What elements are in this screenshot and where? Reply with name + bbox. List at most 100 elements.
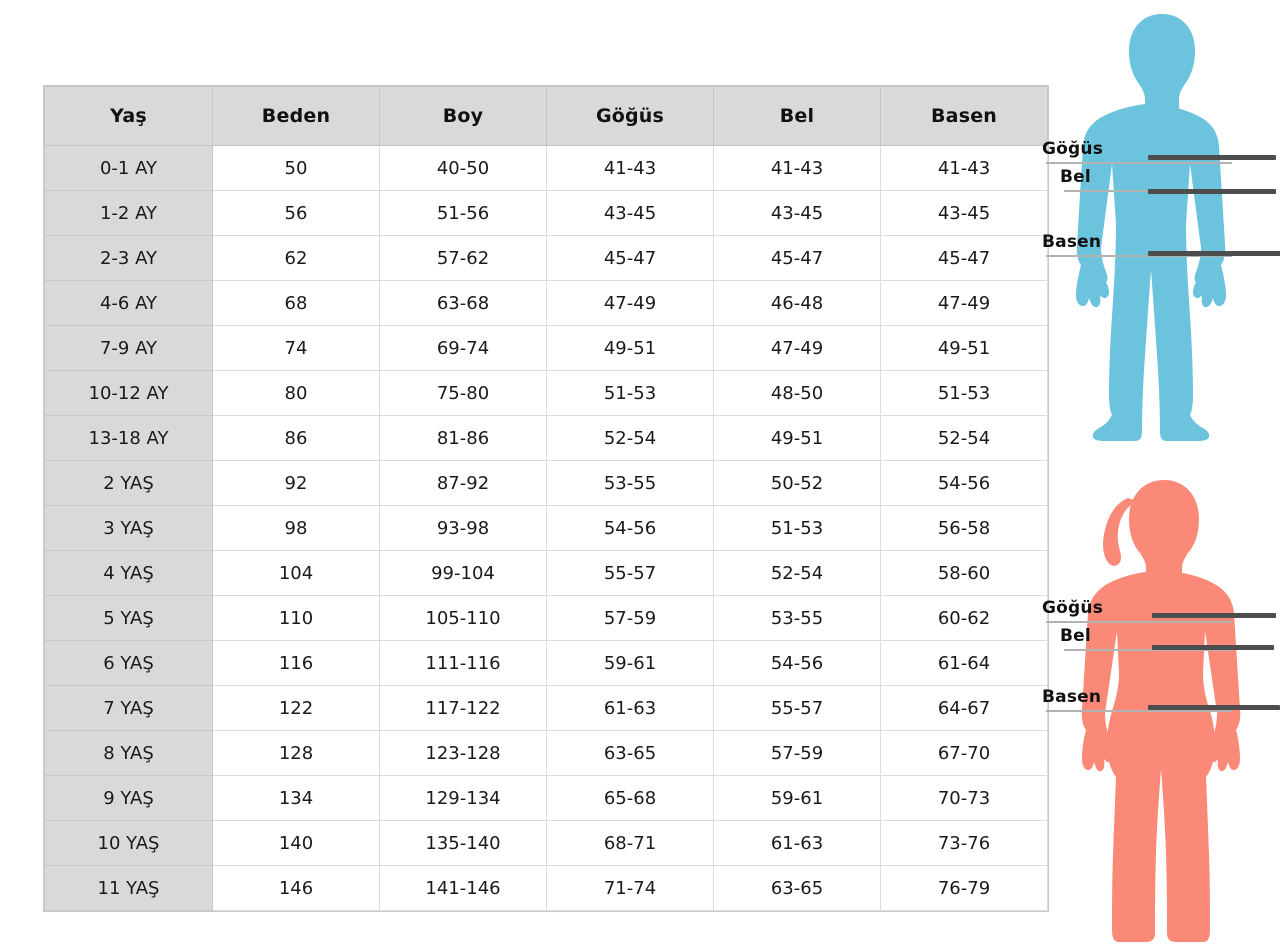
cell-boy: 40-50 — [379, 145, 547, 191]
cell-basen: 51-53 — [880, 370, 1048, 416]
table-row: 0-1 AY 50 40-50 41-43 41-43 41-43 — [44, 145, 1048, 191]
table-row: 7 YAŞ 122 117-122 61-63 55-57 64-67 — [44, 685, 1048, 731]
table-row: 6 YAŞ 116 111-116 59-61 54-56 61-64 — [44, 640, 1048, 686]
cell-gogus: 71-74 — [546, 865, 714, 911]
cell-bel: 59-61 — [713, 775, 881, 821]
cell-bel: 53-55 — [713, 595, 881, 641]
cell-beden: 50 — [212, 145, 380, 191]
cell-gogus: 57-59 — [546, 595, 714, 641]
cell-age: 13-18 AY — [44, 415, 213, 461]
cell-boy: 75-80 — [379, 370, 547, 416]
cell-beden: 116 — [212, 640, 380, 686]
cell-bel: 63-65 — [713, 865, 881, 911]
cell-bel: 57-59 — [713, 730, 881, 776]
cell-bel: 61-63 — [713, 820, 881, 866]
cell-bel: 51-53 — [713, 505, 881, 551]
cell-basen: 61-64 — [880, 640, 1048, 686]
cell-bel: 54-56 — [713, 640, 881, 686]
cell-boy: 135-140 — [379, 820, 547, 866]
cell-gogus: 45-47 — [546, 235, 714, 281]
cell-beden: 146 — [212, 865, 380, 911]
cell-boy: 63-68 — [379, 280, 547, 326]
cell-basen: 58-60 — [880, 550, 1048, 596]
cell-age: 3 YAŞ — [44, 505, 213, 551]
cell-basen: 56-58 — [880, 505, 1048, 551]
cell-basen: 73-76 — [880, 820, 1048, 866]
table-row: 1-2 AY 56 51-56 43-45 43-45 43-45 — [44, 190, 1048, 236]
cell-beden: 62 — [212, 235, 380, 281]
table-row: 7-9 AY 74 69-74 49-51 47-49 49-51 — [44, 325, 1048, 371]
cell-basen: 67-70 — [880, 730, 1048, 776]
cell-basen: 60-62 — [880, 595, 1048, 641]
cell-beden: 80 — [212, 370, 380, 416]
table-row: 10 YAŞ 140 135-140 68-71 61-63 73-76 — [44, 820, 1048, 866]
cell-gogus: 49-51 — [546, 325, 714, 371]
cell-beden: 134 — [212, 775, 380, 821]
cell-age: 4 YAŞ — [44, 550, 213, 596]
cell-gogus: 59-61 — [546, 640, 714, 686]
cell-boy: 111-116 — [379, 640, 547, 686]
cell-gogus: 53-55 — [546, 460, 714, 506]
female-figure-block: Göğüs Bel Basen — [1040, 472, 1280, 948]
cell-age: 1-2 AY — [44, 190, 213, 236]
cell-beden: 104 — [212, 550, 380, 596]
female-hip-bar — [1148, 705, 1280, 710]
cell-basen: 47-49 — [880, 280, 1048, 326]
table-row: 4 YAŞ 104 99-104 55-57 52-54 58-60 — [44, 550, 1048, 596]
cell-boy: 123-128 — [379, 730, 547, 776]
male-chest-bar — [1148, 155, 1276, 160]
cell-beden: 68 — [212, 280, 380, 326]
cell-beden: 140 — [212, 820, 380, 866]
cell-gogus: 63-65 — [546, 730, 714, 776]
column-header-basen: Basen — [880, 86, 1048, 146]
table-row: 3 YAŞ 98 93-98 54-56 51-53 56-58 — [44, 505, 1048, 551]
cell-boy: 141-146 — [379, 865, 547, 911]
column-header-yas: Yaş — [44, 86, 213, 146]
cell-boy: 87-92 — [379, 460, 547, 506]
male-figure-block: Göğüs Bel Basen — [1040, 8, 1280, 476]
cell-age: 10 YAŞ — [44, 820, 213, 866]
cell-beden: 92 — [212, 460, 380, 506]
cell-age: 10-12 AY — [44, 370, 213, 416]
size-chart-table: Yaş Beden Boy Göğüs Bel Basen 0-1 AY 50 40… — [44, 86, 1048, 911]
cell-gogus: 65-68 — [546, 775, 714, 821]
female-body-silhouette-icon — [1081, 480, 1241, 942]
cell-boy: 99-104 — [379, 550, 547, 596]
cell-bel: 48-50 — [713, 370, 881, 416]
cell-basen: 70-73 — [880, 775, 1048, 821]
male-body-silhouette-icon — [1076, 14, 1226, 441]
cell-beden: 86 — [212, 415, 380, 461]
cell-bel: 47-49 — [713, 325, 881, 371]
cell-age: 8 YAŞ — [44, 730, 213, 776]
cell-gogus: 43-45 — [546, 190, 714, 236]
cell-basen: 76-79 — [880, 865, 1048, 911]
cell-bel: 45-47 — [713, 235, 881, 281]
cell-boy: 105-110 — [379, 595, 547, 641]
cell-beden: 122 — [212, 685, 380, 731]
table-header-row: Yaş Beden Boy Göğüs Bel Basen — [44, 86, 1048, 146]
cell-age: 7-9 AY — [44, 325, 213, 371]
cell-boy: 93-98 — [379, 505, 547, 551]
cell-bel: 50-52 — [713, 460, 881, 506]
cell-age: 11 YAŞ — [44, 865, 213, 911]
table-row: 13-18 AY 86 81-86 52-54 49-51 52-54 — [44, 415, 1048, 461]
table-row: 10-12 AY 80 75-80 51-53 48-50 51-53 — [44, 370, 1048, 416]
cell-age: 0-1 AY — [44, 145, 213, 191]
table-row: 8 YAŞ 128 123-128 63-65 57-59 67-70 — [44, 730, 1048, 776]
cell-age: 5 YAŞ — [44, 595, 213, 641]
cell-boy: 129-134 — [379, 775, 547, 821]
table-row: 4-6 AY 68 63-68 47-49 46-48 47-49 — [44, 280, 1048, 326]
cell-beden: 74 — [212, 325, 380, 371]
cell-basen: 45-47 — [880, 235, 1048, 281]
male-hip-bar — [1148, 251, 1280, 256]
table-row: 5 YAŞ 110 105-110 57-59 53-55 60-62 — [44, 595, 1048, 641]
cell-bel: 52-54 — [713, 550, 881, 596]
cell-beden: 98 — [212, 505, 380, 551]
cell-age: 2-3 AY — [44, 235, 213, 281]
cell-gogus: 47-49 — [546, 280, 714, 326]
cell-gogus: 54-56 — [546, 505, 714, 551]
cell-boy: 57-62 — [379, 235, 547, 281]
cell-beden: 56 — [212, 190, 380, 236]
female-waist-bar — [1152, 645, 1274, 650]
cell-bel: 43-45 — [713, 190, 881, 236]
